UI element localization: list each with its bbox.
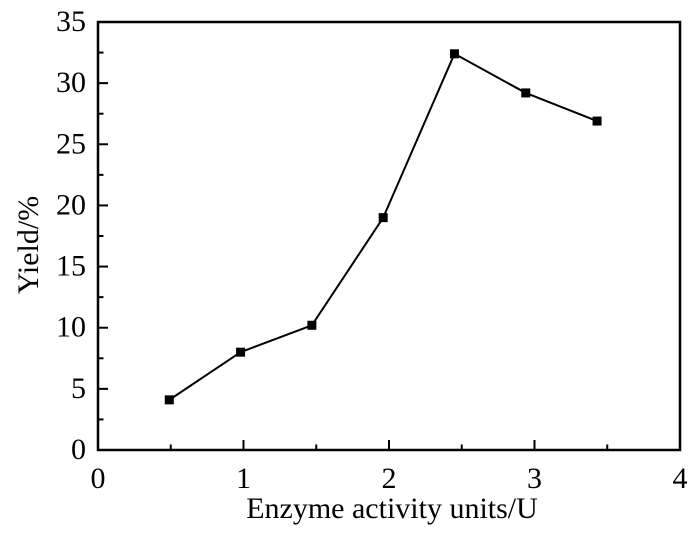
data-line bbox=[168, 52, 598, 401]
x-tick-label: 4 bbox=[673, 462, 688, 495]
data-point-marker bbox=[378, 213, 388, 223]
y-tick-label: 20 bbox=[56, 188, 86, 221]
x-tick-label: 2 bbox=[382, 462, 397, 495]
y-tick-label: 25 bbox=[56, 127, 86, 160]
y-tick-label: 5 bbox=[71, 372, 86, 405]
data-series bbox=[164, 49, 602, 405]
data-point-marker bbox=[521, 88, 531, 98]
data-point-marker bbox=[592, 116, 602, 126]
y-tick-label: 30 bbox=[56, 66, 86, 99]
x-tick-label: 3 bbox=[527, 462, 542, 495]
data-point-marker bbox=[307, 320, 317, 330]
data-point-marker bbox=[164, 395, 174, 405]
axis-ticks bbox=[97, 21, 681, 451]
y-axis-title: Yield/% bbox=[12, 196, 45, 294]
y-tick-label: 35 bbox=[56, 5, 86, 38]
x-axis-title: Enzyme activity units/U bbox=[246, 492, 538, 525]
y-tick-label: 15 bbox=[56, 250, 86, 283]
x-tick-label: 0 bbox=[91, 462, 106, 495]
y-tick-label: 0 bbox=[71, 433, 86, 466]
data-point-marker bbox=[449, 49, 459, 59]
y-tick-label: 10 bbox=[56, 311, 86, 344]
x-tick-label: 1 bbox=[236, 462, 251, 495]
data-point-marker bbox=[236, 347, 246, 357]
axis-tick-labels: 0 1 2 3 4 0 5 10 15 20 25 30 35 bbox=[56, 5, 688, 495]
plot-frame bbox=[96, 20, 682, 452]
